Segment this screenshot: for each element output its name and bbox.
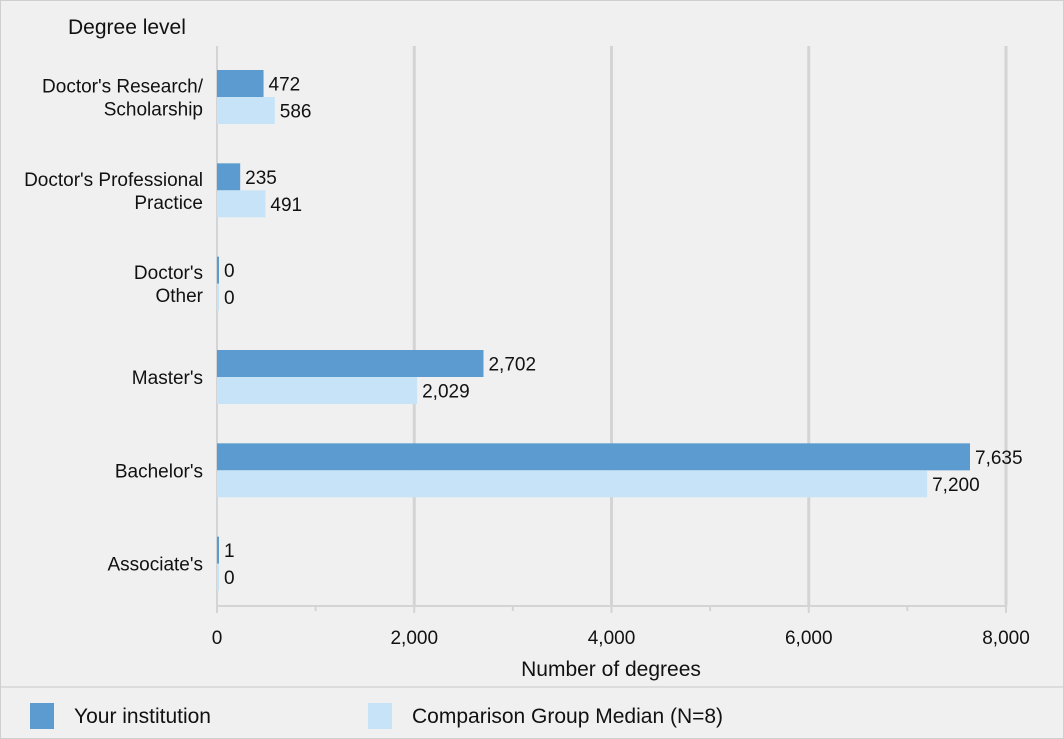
data-label: 1 (224, 541, 235, 562)
category-label: Master's (132, 368, 203, 389)
bar-your-institution (217, 163, 241, 191)
bar-comparison-median (217, 377, 418, 404)
x-axis-title: Number of degrees (521, 658, 701, 681)
y-axis-title: Degree level (68, 16, 186, 39)
category-label: Bachelor's (115, 461, 203, 482)
data-label: 235 (245, 168, 277, 189)
bar-your-institution (217, 350, 484, 377)
x-tick-label: 0 (212, 628, 223, 649)
legend-label: Your institution (74, 705, 211, 728)
data-label: 2,029 (422, 382, 470, 403)
data-label: 0 (224, 568, 235, 589)
category-label: Associate's (107, 555, 203, 576)
data-label: 472 (269, 75, 301, 96)
data-label: 2,702 (488, 355, 536, 376)
category-label: Scholarship (104, 100, 203, 121)
data-label: 586 (280, 102, 312, 123)
x-tick-label: 2,000 (390, 628, 438, 649)
x-tick-label: 6,000 (785, 628, 833, 649)
legend-label: Comparison Group Median (N=8) (412, 705, 723, 728)
bar-comparison-median (217, 283, 219, 311)
bar-your-institution (217, 70, 264, 97)
category-label: Doctor's (134, 263, 203, 284)
x-tick-label: 8,000 (982, 628, 1030, 649)
data-label: 7,635 (975, 448, 1023, 469)
data-label: 0 (224, 261, 235, 282)
bar-comparison-median (217, 563, 219, 591)
bar-comparison-median (217, 470, 928, 498)
bar-comparison-median (217, 97, 275, 124)
bar-comparison-median (217, 190, 266, 218)
category-label: Practice (134, 193, 203, 214)
data-label: 491 (270, 195, 302, 216)
bar-your-institution (217, 536, 219, 564)
data-label: 7,200 (932, 475, 980, 496)
bar-your-institution (217, 256, 219, 284)
legend-swatch (368, 703, 392, 729)
legend-swatch (30, 703, 54, 729)
category-label: Other (155, 286, 203, 307)
category-label: Doctor's Research/ (42, 77, 204, 98)
x-tick-label: 4,000 (588, 628, 636, 649)
data-label: 0 (224, 288, 235, 309)
category-label: Doctor's Professional (24, 170, 203, 191)
bar-your-institution (217, 443, 971, 471)
